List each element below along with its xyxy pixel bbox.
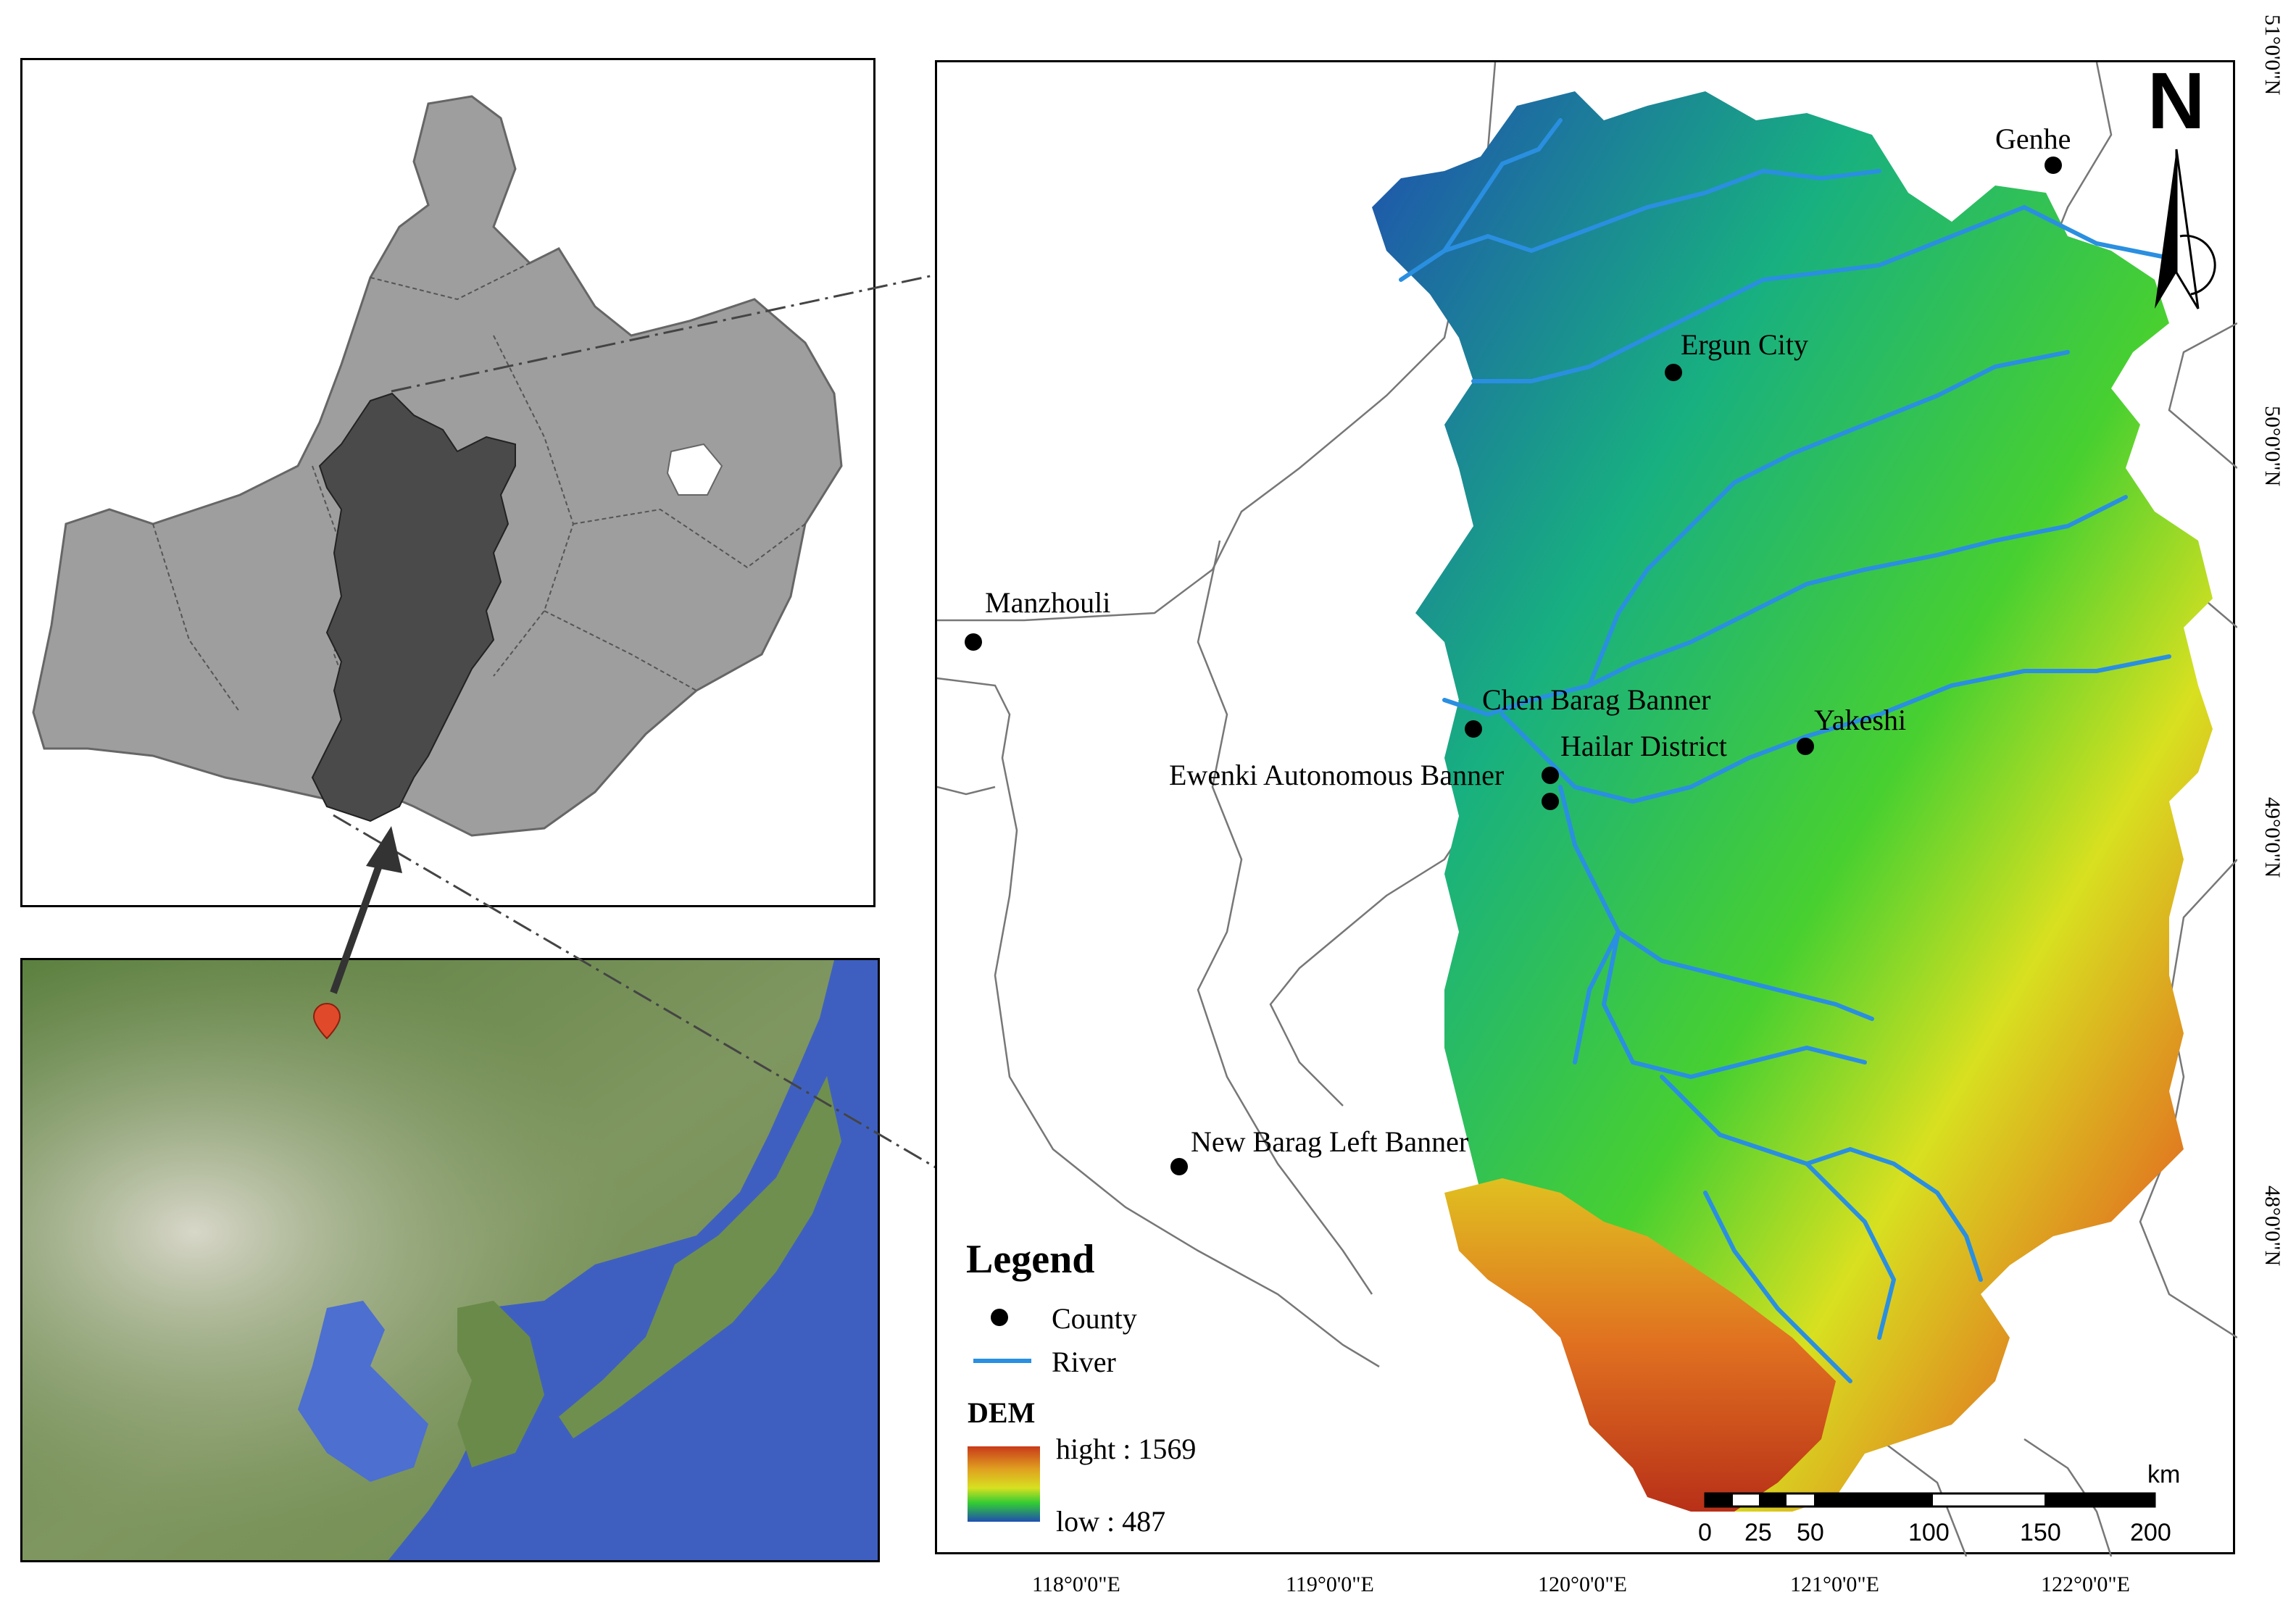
label-hailar-district: Hailar District — [1560, 730, 1727, 762]
county-markers — [965, 157, 2062, 1175]
scale-tick-100: 100 — [1908, 1519, 1950, 1546]
marker-yakeshi — [1797, 738, 1814, 755]
legend-dem-colorbar — [968, 1446, 1040, 1522]
label-yakeshi: Yakeshi — [1814, 704, 1907, 736]
x-tick-122: 122°0'0"E — [2041, 1572, 2130, 1596]
satellite-map-panel — [20, 958, 880, 1562]
dem-study-area — [1372, 91, 2213, 1512]
legend-title: Legend — [966, 1237, 1095, 1282]
legend-river-label: River — [1052, 1346, 1116, 1378]
legend-county-label: County — [1052, 1302, 1137, 1335]
overview-map-svg — [32, 95, 843, 837]
legend-dem-high: hight : 1569 — [1056, 1433, 1197, 1465]
x-tick-120: 120°0'0"E — [1538, 1572, 1627, 1596]
label-chen-barag-banner: Chen Barag Banner — [1482, 683, 1711, 716]
y-tick-51: 51°0'0"N — [2260, 14, 2284, 96]
main-dem-map-svg — [937, 62, 2237, 1557]
overview-map-panel — [20, 58, 875, 907]
marker-hailar-district — [1542, 767, 1559, 784]
overview-hole — [666, 443, 723, 496]
legend-county-symbol — [991, 1309, 1008, 1326]
legend-dem-title: DEM — [968, 1396, 1036, 1429]
label-manzhouli: Manzhouli — [985, 586, 1111, 619]
north-arrow-icon — [2155, 149, 2216, 309]
legend-dem-low: low : 487 — [1056, 1505, 1166, 1538]
satellite-map-svg — [22, 960, 878, 1560]
label-genhe: Genhe — [1995, 122, 2071, 155]
scale-tick-200: 200 — [2130, 1519, 2171, 1546]
river-network — [1399, 118, 2171, 1383]
label-new-barag-left-banner: New Barag Left Banner — [1191, 1125, 1469, 1158]
study-area-shape — [311, 392, 516, 822]
y-tick-49: 49°0'0"N — [2260, 797, 2284, 878]
scale-bar — [1704, 1492, 2156, 1508]
label-ergun-city: Ergun City — [1681, 328, 1808, 361]
y-tick-48: 48°0'0"N — [2260, 1185, 2284, 1267]
scale-tick-50: 50 — [1797, 1519, 1824, 1546]
scale-tick-25: 25 — [1744, 1519, 1772, 1546]
north-arrow-label: N — [2147, 57, 2205, 146]
main-dem-map-panel: Genhe Ergun City Manzhouli Chen Barag Ba… — [935, 57, 2237, 1557]
marker-chen-barag-banner — [1465, 720, 1482, 738]
scale-tick-0: 0 — [1698, 1519, 1712, 1546]
marker-genhe — [2045, 157, 2062, 174]
marker-ewenki-autonomous-banner — [1542, 793, 1559, 810]
dem-south-lobe — [1444, 1178, 1836, 1512]
scale-tick-150: 150 — [2020, 1519, 2061, 1546]
scale-unit: km — [2147, 1461, 2181, 1488]
x-tick-119: 119°0'0"E — [1286, 1572, 1374, 1596]
x-tick-118: 118°0'0"E — [1032, 1572, 1120, 1596]
y-tick-50: 50°0'0"N — [2260, 406, 2284, 487]
marker-ergun-city — [1665, 364, 1682, 381]
label-ewenki-autonomous-banner: Ewenki Autonomous Banner — [1169, 759, 1505, 791]
marker-new-barag-left-banner — [1170, 1158, 1188, 1175]
x-tick-121: 121°0'0"E — [1790, 1572, 1879, 1596]
marker-manzhouli — [965, 633, 982, 651]
